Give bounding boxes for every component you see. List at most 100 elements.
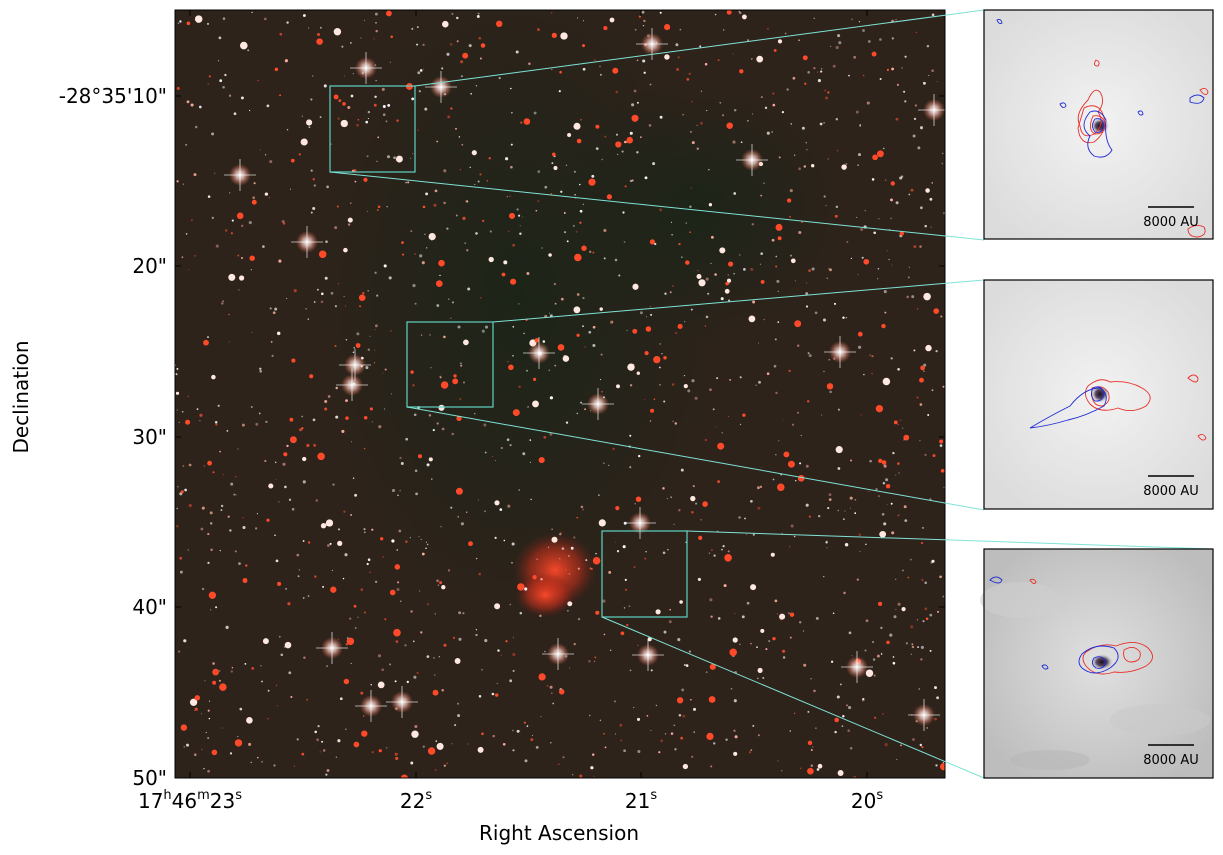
star — [405, 540, 408, 543]
star — [702, 501, 708, 507]
star — [897, 602, 901, 606]
star — [627, 363, 635, 371]
star — [363, 531, 366, 534]
star — [595, 147, 599, 150]
star — [353, 347, 355, 349]
star — [443, 169, 447, 173]
star — [885, 484, 891, 489]
star — [516, 729, 520, 733]
star — [884, 743, 888, 747]
star — [632, 328, 638, 334]
star — [636, 59, 639, 61]
star — [609, 649, 612, 651]
star — [802, 55, 808, 61]
red-contours-1 — [1077, 59, 1209, 238]
star — [575, 230, 578, 233]
star — [511, 112, 513, 114]
star — [681, 256, 683, 258]
star — [427, 543, 429, 546]
star — [795, 480, 797, 482]
star — [300, 138, 308, 146]
star — [864, 209, 867, 212]
star — [278, 501, 280, 503]
star — [325, 519, 334, 527]
star — [834, 214, 838, 218]
star — [369, 571, 372, 574]
star — [221, 727, 224, 729]
red-contours-3 — [1029, 578, 1153, 675]
star — [491, 692, 495, 696]
star — [881, 460, 887, 465]
star — [724, 554, 732, 562]
star — [891, 67, 894, 71]
star — [845, 316, 848, 319]
star — [854, 498, 857, 501]
star — [821, 414, 823, 416]
star — [495, 20, 503, 28]
star — [350, 662, 352, 664]
star — [867, 40, 871, 43]
star — [677, 56, 680, 59]
inset-panel-2: 8000 AU — [983, 279, 1214, 510]
star — [670, 496, 673, 499]
star — [815, 727, 817, 729]
star — [861, 256, 864, 259]
star — [523, 118, 531, 125]
star — [697, 577, 701, 581]
star — [935, 764, 938, 767]
star — [511, 542, 515, 546]
star — [207, 336, 209, 339]
star — [473, 412, 476, 415]
star — [696, 273, 702, 280]
star — [442, 20, 449, 28]
star — [353, 169, 357, 172]
star — [228, 341, 230, 343]
star — [446, 52, 450, 56]
star — [879, 530, 887, 538]
star — [320, 523, 327, 529]
star — [366, 210, 369, 213]
star — [853, 55, 857, 59]
star — [558, 689, 565, 695]
star — [221, 302, 224, 305]
star — [365, 366, 369, 370]
star — [663, 400, 666, 403]
star — [679, 600, 683, 604]
star — [438, 404, 445, 411]
star — [645, 551, 647, 553]
star — [390, 393, 393, 395]
star — [400, 600, 402, 602]
star — [772, 92, 775, 95]
star — [357, 616, 359, 618]
star — [913, 117, 917, 121]
star — [476, 15, 480, 18]
star — [850, 747, 853, 750]
star — [211, 374, 216, 380]
star — [384, 408, 386, 410]
star — [422, 43, 425, 46]
star — [396, 588, 400, 591]
star — [595, 610, 600, 615]
star — [629, 434, 632, 437]
star — [615, 133, 619, 136]
star — [437, 584, 440, 586]
star — [509, 87, 512, 90]
star — [451, 743, 453, 745]
star — [355, 343, 361, 348]
star — [341, 429, 345, 433]
star — [776, 279, 780, 283]
star — [600, 353, 603, 356]
star — [178, 421, 180, 424]
star — [850, 459, 853, 462]
star — [218, 669, 221, 672]
star — [494, 603, 501, 610]
star — [330, 143, 332, 145]
star — [582, 67, 586, 71]
star — [188, 268, 190, 271]
x-tick-label-3: 20s — [851, 788, 883, 813]
star — [302, 597, 305, 599]
star — [367, 118, 369, 120]
star — [539, 614, 542, 618]
star — [239, 275, 245, 281]
star — [708, 203, 713, 207]
